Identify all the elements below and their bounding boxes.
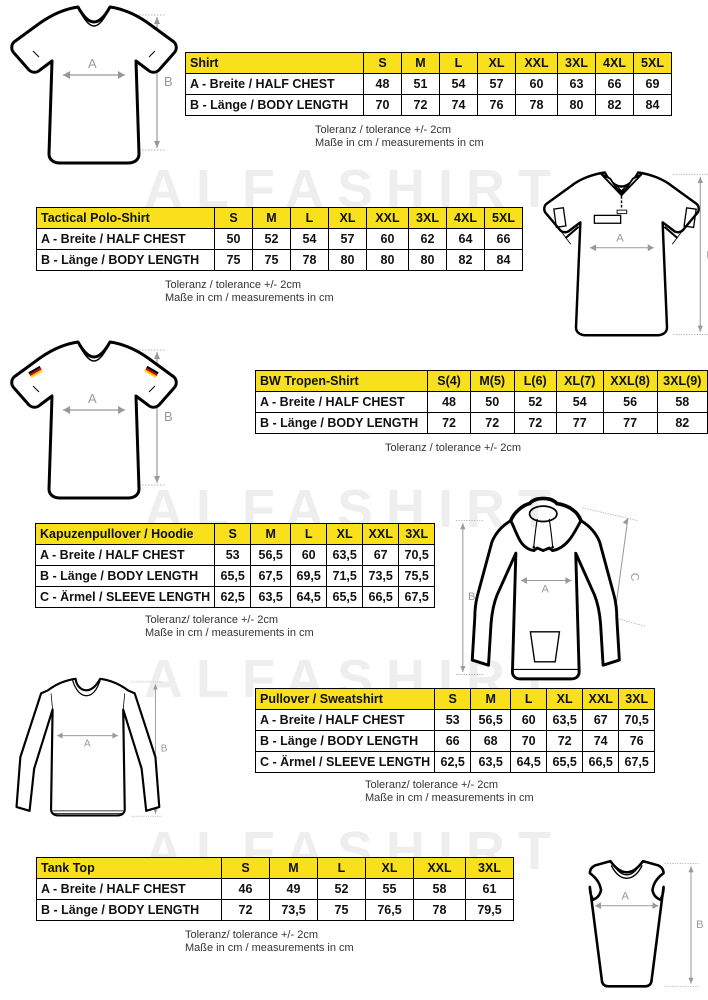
svg-text:B: B — [164, 74, 173, 89]
svg-text:C: C — [628, 572, 641, 582]
svg-text:A: A — [616, 233, 624, 245]
svg-text:A: A — [88, 391, 97, 406]
svg-text:A: A — [84, 738, 91, 749]
svg-text:B: B — [696, 919, 703, 931]
svg-text:A: A — [542, 584, 550, 596]
svg-text:A: A — [88, 56, 97, 71]
svg-text:B: B — [468, 591, 475, 603]
svg-text:B: B — [164, 409, 173, 424]
svg-text:B: B — [161, 744, 168, 755]
svg-text:A: A — [622, 891, 630, 903]
